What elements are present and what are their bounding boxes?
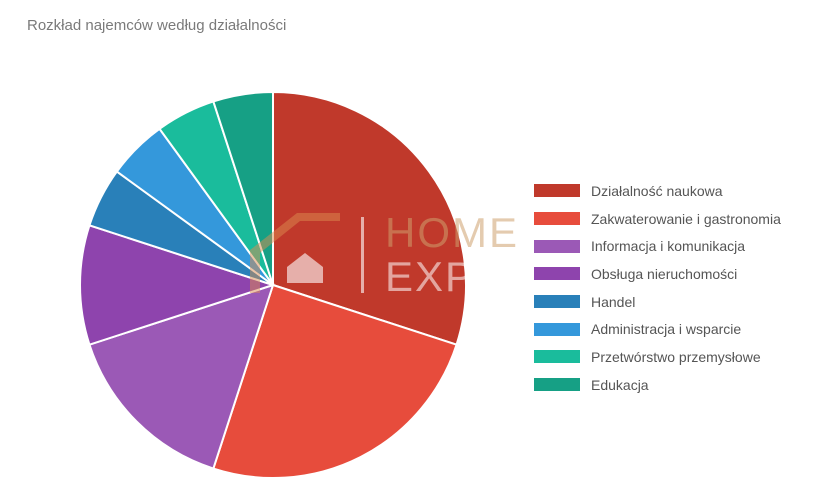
legend-label: Administracja i wsparcie — [591, 321, 742, 338]
legend-item[interactable]: Przetwórstwo przemysłowe — [534, 343, 781, 371]
legend-label: Obsługa nieruchomości — [591, 265, 738, 282]
legend-swatch — [534, 239, 580, 253]
legend-item[interactable]: Obsługa nieruchomości — [534, 260, 781, 288]
legend-label: Handel — [591, 293, 636, 310]
legend-label: Przetwórstwo przemysłowe — [591, 348, 761, 365]
legend-item[interactable]: Działalność naukowa — [534, 177, 781, 205]
legend-label: Edukacja — [591, 376, 649, 393]
pie-slice-2[interactable] — [212, 283, 458, 479]
legend-swatch — [534, 267, 580, 281]
chart-title: Rozkład najemców według działalności — [27, 17, 287, 34]
legend-label: Działalność naukowa — [591, 182, 723, 199]
legend-swatch — [534, 378, 580, 392]
legend-item[interactable]: Zakwaterowanie i gastronomia — [534, 205, 781, 233]
legend-item[interactable]: Informacja i komunikacja — [534, 232, 781, 260]
legend-swatch — [534, 322, 580, 336]
legend-item[interactable]: Edukacja — [534, 371, 781, 399]
legend-swatch — [534, 184, 580, 198]
legend-item[interactable]: Handel — [534, 288, 781, 316]
legend-item[interactable]: Administracja i wsparcie — [534, 315, 781, 343]
legend-swatch — [534, 212, 580, 226]
pie-slice-3[interactable] — [88, 283, 275, 470]
pie-slice-4[interactable] — [79, 224, 277, 346]
chart-legend: Działalność naukowa Zakwaterowanie i gast… — [534, 177, 781, 399]
legend-label: Informacja i komunikacja — [591, 238, 746, 255]
legend-swatch — [534, 295, 580, 309]
legend-label: Zakwaterowanie i gastronomia — [591, 210, 781, 227]
legend-swatch — [534, 350, 580, 364]
